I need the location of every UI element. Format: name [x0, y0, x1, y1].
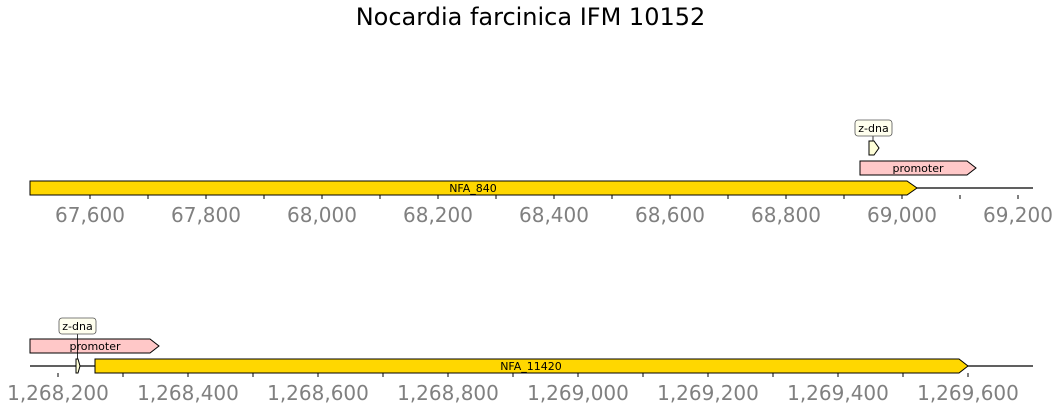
track-2-axis: 1,268,200 1,268,400 1,268,600 1,268,800 … [7, 373, 1019, 405]
z-dna-callout-label: z-dna [62, 320, 92, 333]
z-dna-feature[interactable] [868, 140, 880, 156]
gene-label-nfa-11420: NFA_11420 [500, 360, 562, 373]
axis-tick-label: 68,800 [751, 203, 821, 227]
promoter-label: promoter [892, 162, 944, 175]
axis-tick-label: 1,268,800 [397, 381, 499, 405]
axis-tick-label: 1,269,000 [527, 381, 629, 405]
figure-title: Nocardia farcinica IFM 10152 [355, 3, 706, 31]
z-dna-feature[interactable] [75, 358, 81, 374]
axis-tick-label: 1,268,200 [7, 381, 109, 405]
promoter-arrow[interactable] [859, 160, 977, 176]
gene-arrow-nfa-840[interactable] [29, 180, 918, 196]
promoter-label: promoter [69, 340, 121, 353]
gene-label-nfa-840: NFA_840 [449, 182, 497, 195]
axis-tick-label: 69,000 [867, 203, 937, 227]
axis-tick-label: 67,800 [171, 203, 241, 227]
z-dna-callout-label: z-dna [858, 122, 888, 135]
axis-tick-label: 1,268,600 [267, 381, 369, 405]
axis-tick-label: 1,269,400 [787, 381, 889, 405]
axis-tick-label: 67,600 [55, 203, 125, 227]
axis-tick-label: 69,200 [983, 203, 1053, 227]
track-2: promoter z-dna NFA_11420 1,268,200 [7, 317, 1033, 405]
axis-tick-label: 68,600 [635, 203, 705, 227]
promoter-arrow[interactable] [29, 338, 160, 354]
track-1: NFA_840 promoter z-dna [29, 119, 1053, 227]
track-1-axis: 67,600 67,800 68,000 68,200 68,400 68,60… [55, 195, 1053, 227]
axis-tick-label: 1,268,400 [137, 381, 239, 405]
axis-tick-label: 1,269,200 [657, 381, 759, 405]
axis-tick-label: 68,400 [519, 203, 589, 227]
axis-tick-label: 1,269,600 [917, 381, 1019, 405]
axis-tick-label: 68,000 [287, 203, 357, 227]
axis-tick-label: 68,200 [403, 203, 473, 227]
z-dna-callout-box [854, 119, 893, 137]
z-dna-callout-box [58, 317, 97, 335]
gene-arrow-nfa-11420[interactable] [94, 358, 969, 374]
